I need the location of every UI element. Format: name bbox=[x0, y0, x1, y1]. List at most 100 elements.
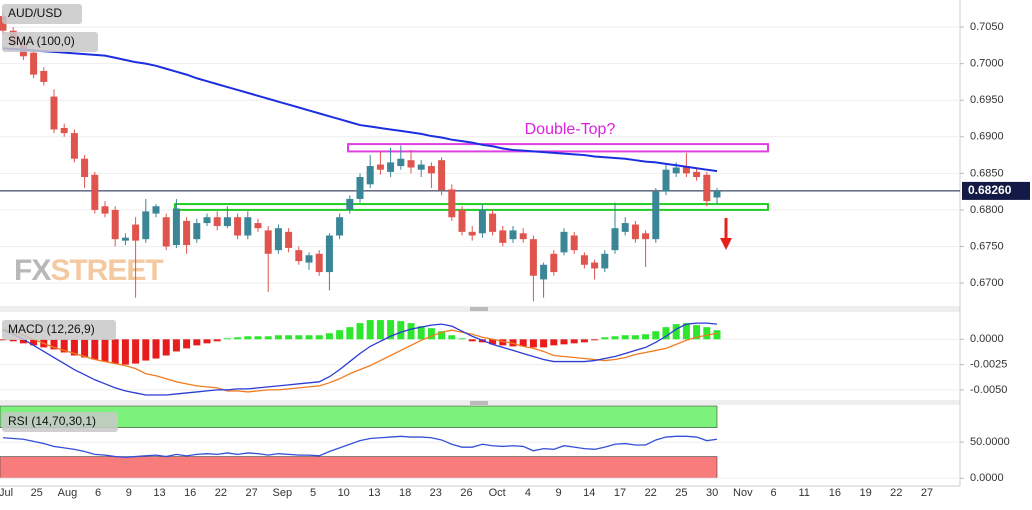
zone bbox=[347, 143, 769, 153]
annotation: Double-Top? bbox=[525, 121, 616, 138]
histogram-bar bbox=[274, 335, 282, 340]
histogram-bar bbox=[244, 336, 252, 340]
candle-body bbox=[356, 177, 364, 199]
histogram-bar bbox=[142, 339, 150, 361]
legend-label: RSI (14,70,30,1) bbox=[8, 414, 96, 428]
x-tick-label: 16 bbox=[829, 487, 841, 499]
zone bbox=[0, 405, 718, 428]
x-tick-label: 13 bbox=[368, 487, 380, 499]
x-tick-label: 19 bbox=[859, 487, 871, 499]
histogram-bar bbox=[591, 339, 599, 341]
last-price-box bbox=[962, 181, 1030, 200]
histogram-bar bbox=[540, 339, 548, 348]
histogram-bar bbox=[193, 339, 201, 346]
x-tick-label: 17 bbox=[614, 487, 626, 499]
watermark-part: STREET bbox=[50, 254, 163, 287]
pane-divider bbox=[0, 306, 960, 312]
histogram-bar bbox=[601, 337, 609, 340]
candle-body bbox=[274, 228, 282, 251]
candle-body bbox=[152, 206, 160, 214]
histogram-bar bbox=[336, 330, 344, 340]
candle-body bbox=[285, 231, 293, 248]
x-tick-label: 4 bbox=[525, 487, 531, 499]
histogram-bar bbox=[560, 339, 568, 345]
histogram-bar bbox=[315, 335, 323, 340]
macd-line bbox=[2, 322, 718, 396]
histogram-bar bbox=[60, 339, 68, 353]
resize-handle[interactable] bbox=[470, 307, 488, 405]
histogram-bar bbox=[642, 334, 650, 340]
x-tick-label: Nov bbox=[733, 487, 753, 499]
watermark: FXSTREET bbox=[14, 254, 163, 287]
candle-body bbox=[499, 230, 507, 243]
candle-body bbox=[203, 217, 211, 224]
candle-body bbox=[611, 228, 619, 251]
candle-body bbox=[336, 217, 344, 236]
histogram-bar bbox=[183, 339, 191, 349]
candle-body bbox=[478, 209, 486, 234]
y-tick-label: 0.6700 bbox=[970, 277, 1004, 289]
candle-body bbox=[254, 223, 262, 229]
histogram-bar bbox=[0, 339, 7, 341]
x-tick-label: 6 bbox=[770, 487, 776, 499]
candle-body bbox=[397, 158, 405, 167]
x-tick-label: 6 bbox=[95, 487, 101, 499]
candle-body bbox=[244, 217, 252, 236]
candle-body bbox=[703, 174, 711, 202]
candle-body bbox=[70, 133, 78, 159]
x-tick-label: 23 bbox=[430, 487, 442, 499]
histogram-bar bbox=[713, 330, 721, 340]
histogram-bar bbox=[468, 339, 476, 342]
histogram-bar bbox=[693, 325, 701, 340]
histogram-bar bbox=[121, 339, 129, 365]
x-tick-label: Sep bbox=[273, 487, 293, 499]
histogram-bar bbox=[162, 339, 170, 356]
histogram-bar bbox=[672, 324, 680, 340]
histogram-bar bbox=[30, 339, 38, 346]
x-tick-label: 5 bbox=[310, 487, 316, 499]
candle-body bbox=[91, 174, 99, 210]
candle-body bbox=[325, 235, 333, 273]
candle-body bbox=[193, 223, 201, 240]
histogram-bar bbox=[427, 328, 435, 340]
histogram-bar bbox=[70, 339, 78, 356]
histogram-bar bbox=[366, 320, 374, 340]
histogram-bar bbox=[346, 327, 354, 340]
histogram-bar bbox=[458, 338, 466, 340]
candle-body bbox=[234, 217, 242, 236]
candle-body bbox=[448, 189, 456, 218]
y-tick-label: 0.6900 bbox=[970, 131, 1004, 143]
x-tick-label: 14 bbox=[583, 487, 595, 499]
candle-body bbox=[631, 224, 639, 240]
x-tick-label: 18 bbox=[399, 487, 411, 499]
arrow-head bbox=[720, 238, 732, 250]
candle-body bbox=[693, 171, 701, 178]
last-price-label: 0.68260 bbox=[968, 183, 1012, 197]
candle-body bbox=[295, 250, 303, 262]
legend-label: MACD (12,26,9) bbox=[8, 322, 95, 336]
histogram-bar bbox=[50, 339, 58, 350]
histogram-bar bbox=[295, 335, 303, 340]
histogram-bar bbox=[254, 336, 262, 340]
y-tick-label: 50.0000 bbox=[970, 436, 1010, 448]
histogram-bar bbox=[111, 339, 119, 364]
y-tick-label: 0.7000 bbox=[970, 58, 1004, 70]
candle-body bbox=[713, 190, 721, 198]
candle-body bbox=[81, 158, 89, 178]
y-tick-label: 0.6950 bbox=[970, 94, 1004, 106]
histogram-bar bbox=[172, 339, 180, 352]
candle-body bbox=[346, 198, 354, 210]
histogram-bar bbox=[529, 339, 537, 348]
histogram-bar bbox=[305, 335, 313, 340]
x-tick-label: Aug bbox=[58, 487, 78, 499]
candle-body bbox=[407, 160, 415, 168]
candle-body bbox=[183, 220, 191, 246]
histogram-bar bbox=[234, 337, 242, 340]
y-tick-label: -0.0050 bbox=[970, 384, 1007, 396]
x-tick-label: 26 bbox=[460, 487, 472, 499]
x-tick-label: 30 bbox=[706, 487, 718, 499]
x-tick-label: 11 bbox=[798, 487, 809, 499]
histogram-bar bbox=[703, 327, 711, 340]
candle-body bbox=[438, 160, 446, 191]
